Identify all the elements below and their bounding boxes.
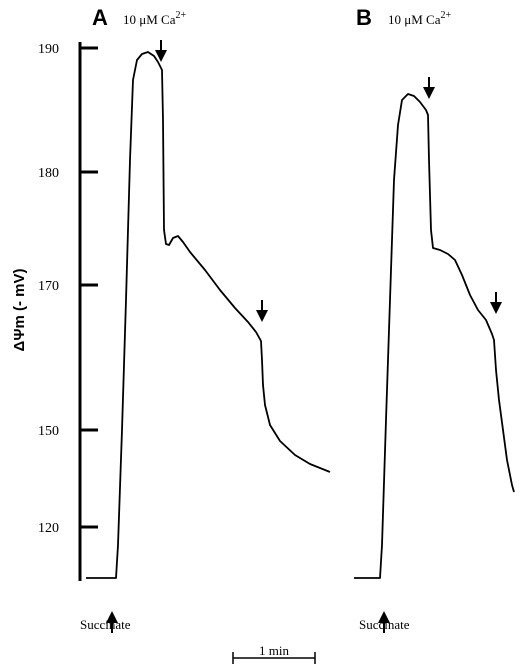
- panel-b-arrow-head-1: [423, 87, 435, 99]
- y-tick-label-190: 190: [38, 42, 59, 57]
- panel-b-arrow-head-3: [378, 611, 390, 623]
- panel-a-letter: A: [92, 5, 108, 30]
- panel-b-trace: [354, 93, 515, 579]
- panel-b-letter: B: [356, 5, 372, 30]
- panel-b-header: 10 μM Ca2+: [388, 10, 451, 27]
- panel-b: B 10 μM Ca2+ Succinate: [354, 5, 515, 633]
- panel-a-arrows: [106, 40, 268, 633]
- panel-a: A 10 μM Ca2+ Succinate: [80, 5, 331, 633]
- y-tick-label-180: 180: [38, 166, 59, 181]
- y-tick-label-120: 120: [38, 521, 59, 536]
- y-tick-label-170: 170: [38, 279, 59, 294]
- panel-b-arrow-head-2: [490, 302, 502, 314]
- panel-b-header-sup: 2+: [440, 10, 451, 21]
- panel-a-start-label: Succinate: [80, 617, 131, 632]
- panel-b-arrows: [378, 77, 502, 633]
- panel-a-header: 10 μM Ca2+: [123, 10, 186, 27]
- scale-bar-label: 1 min: [259, 643, 289, 658]
- panel-a-header-sup: 2+: [175, 10, 186, 21]
- panel-a-header-prefix: 10 μM Ca: [123, 12, 176, 27]
- y-axis-title: ΔΨm (- mV): [11, 269, 28, 352]
- panel-a-trace: [86, 51, 331, 579]
- panel-a-arrow-head-1: [155, 50, 167, 62]
- panel-b-header-prefix: 10 μM Ca: [388, 12, 441, 27]
- panel-a-arrow-head-2: [256, 310, 268, 322]
- y-axis: [78, 42, 98, 581]
- panel-b-start-label: Succinate: [359, 617, 410, 632]
- y-tick-label-150: 150: [38, 424, 59, 439]
- panel-a-arrow-head-3: [106, 611, 118, 623]
- time-scale-bar: [232, 652, 316, 664]
